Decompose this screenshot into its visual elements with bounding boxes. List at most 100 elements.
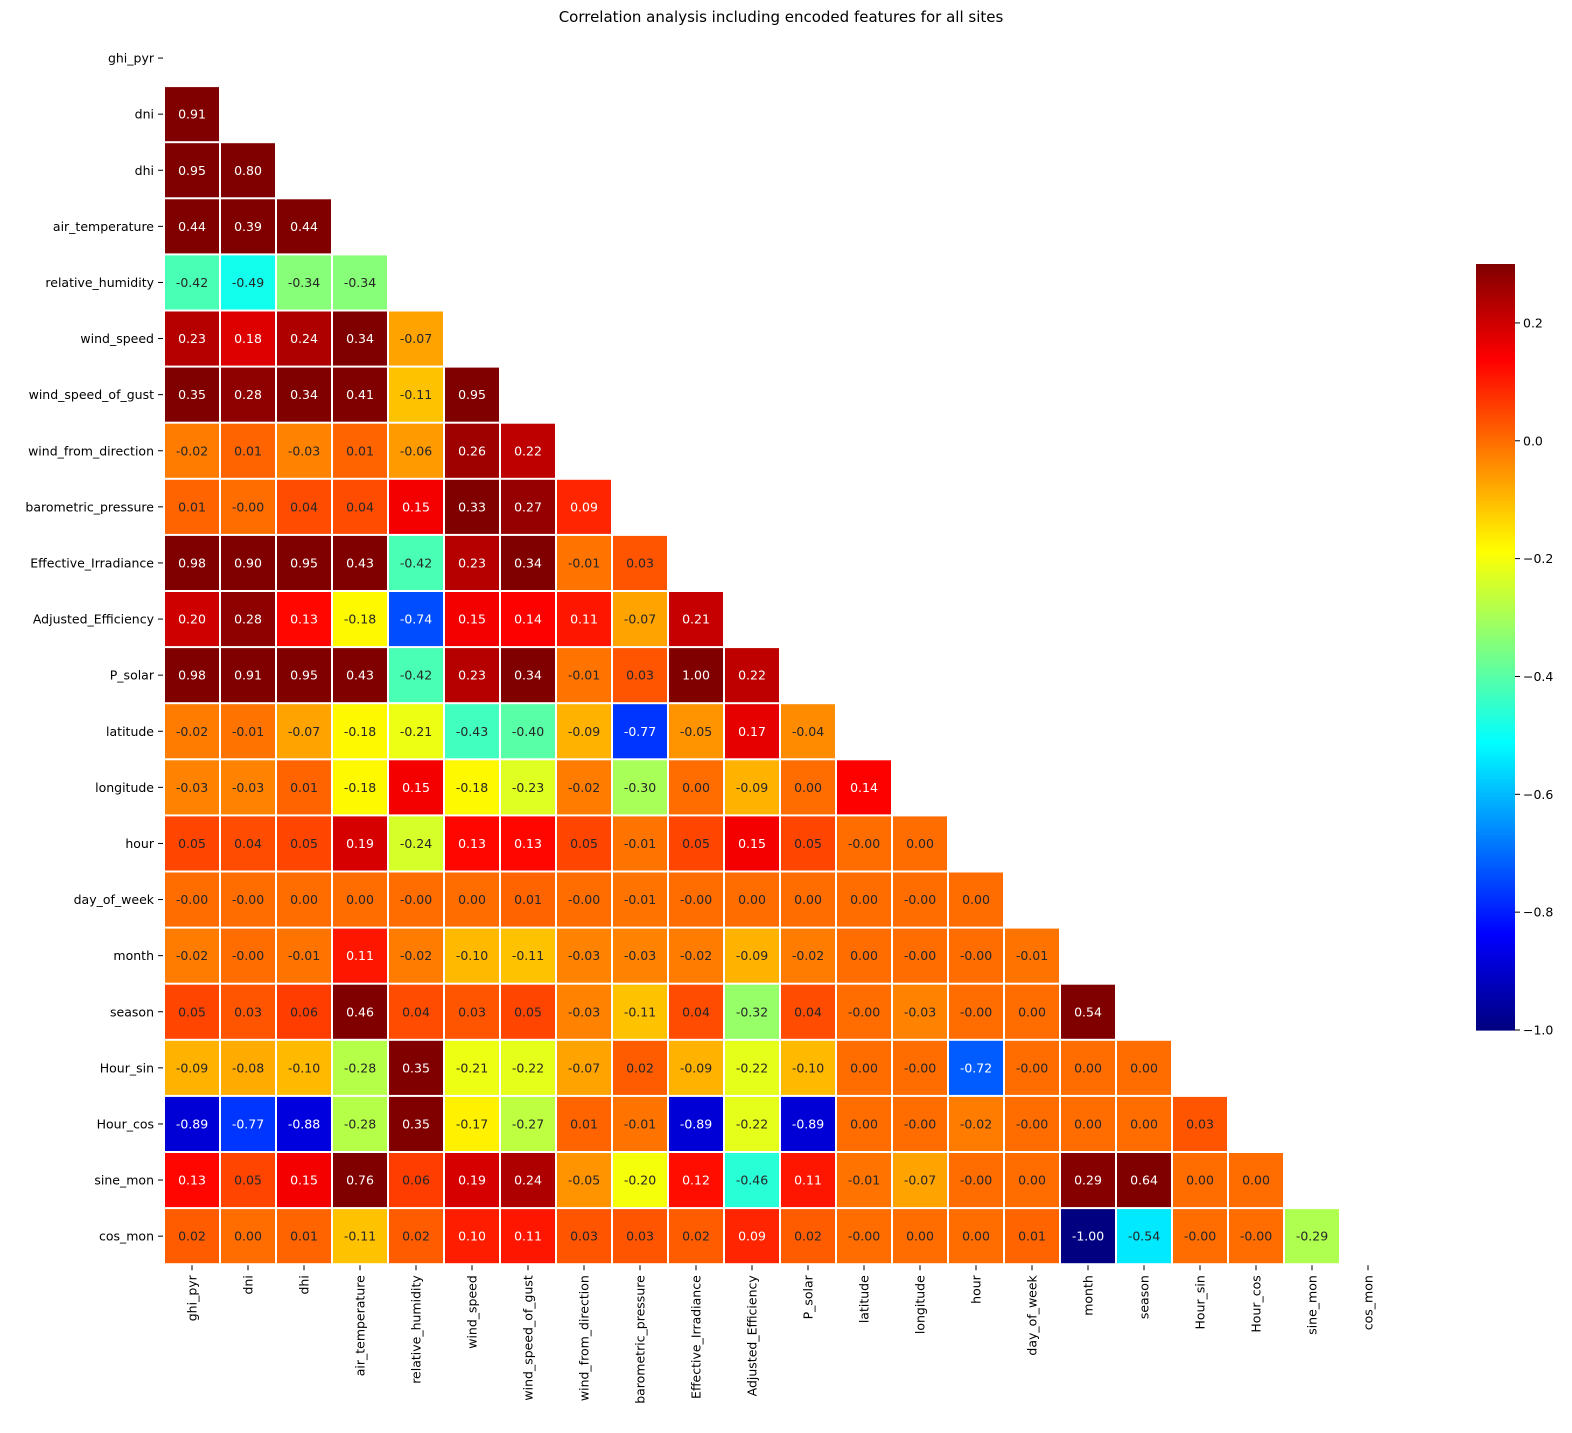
heatmap-cell [501, 648, 555, 703]
heatmap-cell [781, 1153, 835, 1208]
heatmap-cell [669, 648, 723, 703]
x-tick-label: wind_speed [465, 1275, 480, 1349]
heatmap-cell [613, 648, 667, 703]
heatmap-cell [277, 816, 331, 871]
cell-value-label: 0.22 [514, 443, 542, 458]
heatmap-cell [1061, 1209, 1115, 1264]
colorbar-segment [1476, 552, 1515, 558]
heatmap-cell [333, 1096, 387, 1151]
colorbar-segment [1476, 723, 1515, 728]
colorbar-segment [1476, 862, 1515, 867]
cell-value-label: -0.02 [176, 724, 208, 739]
cell-value-label: -0.27 [512, 1116, 544, 1131]
cell-value-label: 0.24 [290, 331, 318, 346]
cell-value-label: 0.00 [1242, 1173, 1270, 1188]
colorbar-segment [1476, 807, 1515, 812]
x-tick-label: hour [969, 1274, 984, 1303]
heatmap-cell [557, 648, 611, 703]
colorbar-segment [1476, 573, 1515, 578]
colorbar-segment [1476, 378, 1515, 383]
colorbar-segment [1476, 685, 1515, 690]
colorbar-segment [1476, 371, 1515, 377]
cell-value-label: 0.02 [178, 1229, 206, 1244]
colorbar-segment [1476, 312, 1515, 317]
colorbar: 0.2 0.0 −0.2 −0.4 −0.6 −0.8 −1.0 [1476, 264, 1553, 1038]
cell-value-label: 0.00 [1130, 1116, 1158, 1131]
cell-value-label: 0.00 [1130, 1060, 1158, 1075]
colorbar-segment [1476, 291, 1515, 296]
cell-value-label: -0.74 [400, 612, 432, 627]
heatmap-cell [333, 535, 387, 590]
heatmap-cell [389, 816, 443, 871]
cell-value-label: 0.95 [458, 387, 486, 402]
cell-value-label: 0.20 [178, 612, 206, 627]
colorbar-segment [1476, 894, 1515, 899]
colorbar-segment [1476, 845, 1515, 850]
colorbar-segment [1476, 445, 1515, 450]
cell-value-label: -0.89 [792, 1116, 824, 1131]
colorbar-segment [1476, 347, 1515, 352]
cell-value-label: 0.04 [234, 836, 262, 851]
cell-value-label: 0.03 [570, 1229, 598, 1244]
colorbar-segment [1476, 640, 1515, 645]
heatmap-cell [557, 984, 611, 1039]
heatmap-cell [165, 143, 219, 198]
cell-value-label: 0.15 [402, 499, 430, 514]
colorbar-segment [1476, 284, 1515, 289]
heatmap-cell [445, 760, 499, 815]
colorbar-segment [1476, 472, 1515, 477]
cell-value-label: -0.89 [176, 1116, 208, 1131]
heatmap-cell [389, 535, 443, 590]
colorbar-segment [1476, 695, 1515, 700]
colorbar-segment [1476, 709, 1515, 714]
colorbar-segment [1476, 340, 1515, 345]
colorbar-segment [1476, 768, 1515, 773]
heatmap-cell [725, 1209, 779, 1264]
heatmap-cell [725, 984, 779, 1039]
colorbar-segment [1476, 667, 1515, 672]
cell-value-label: 0.13 [290, 612, 318, 627]
cell-value-label: 0.00 [962, 1229, 990, 1244]
cell-value-label: -0.07 [904, 1173, 936, 1188]
heatmap-cell [725, 872, 779, 927]
heatmap-cell [221, 760, 275, 815]
heatmap-cell [501, 760, 555, 815]
heatmap-cell [445, 423, 499, 478]
heatmap-cell [669, 928, 723, 983]
x-tick-label: barometric_pressure [633, 1275, 648, 1404]
colorbar-segment [1476, 546, 1515, 551]
colorbar-segment [1476, 455, 1515, 460]
colorbar-segment [1476, 1023, 1515, 1028]
heatmap-cell [893, 1153, 947, 1208]
heatmap-cell [165, 1209, 219, 1264]
cell-value-label: -0.03 [568, 948, 600, 963]
cell-value-label: -0.02 [176, 948, 208, 963]
cell-value-label: -0.11 [344, 1229, 376, 1244]
heatmap-cell [669, 1040, 723, 1095]
cell-value-label: 0.00 [1018, 1173, 1046, 1188]
cell-value-label: -0.18 [344, 612, 376, 627]
cell-value-label: 0.02 [626, 1060, 654, 1075]
cell-value-label: 0.06 [290, 1004, 318, 1019]
heatmap-cell [165, 367, 219, 422]
heatmap-cell [389, 984, 443, 1039]
heatmap-cell [781, 928, 835, 983]
heatmap-cell [221, 984, 275, 1039]
colorbar-segment [1476, 549, 1515, 554]
heatmap-cell [837, 872, 891, 927]
colorbar-segment [1476, 737, 1515, 742]
colorbar-segment [1476, 761, 1515, 766]
colorbar-segment [1476, 351, 1515, 356]
heatmap-cell [221, 143, 275, 198]
cell-value-label: 0.15 [290, 1173, 318, 1188]
colorbar-segment [1476, 859, 1515, 864]
cell-value-label: 0.64 [1130, 1173, 1158, 1188]
colorbar-segment [1476, 828, 1515, 833]
cell-value-label: 0.00 [346, 892, 374, 907]
cell-value-label: 0.23 [458, 668, 486, 683]
heatmap-cell [1005, 928, 1059, 983]
cell-value-label: -0.09 [736, 948, 768, 963]
heatmap-cell [165, 760, 219, 815]
heatmap-cell [837, 760, 891, 815]
